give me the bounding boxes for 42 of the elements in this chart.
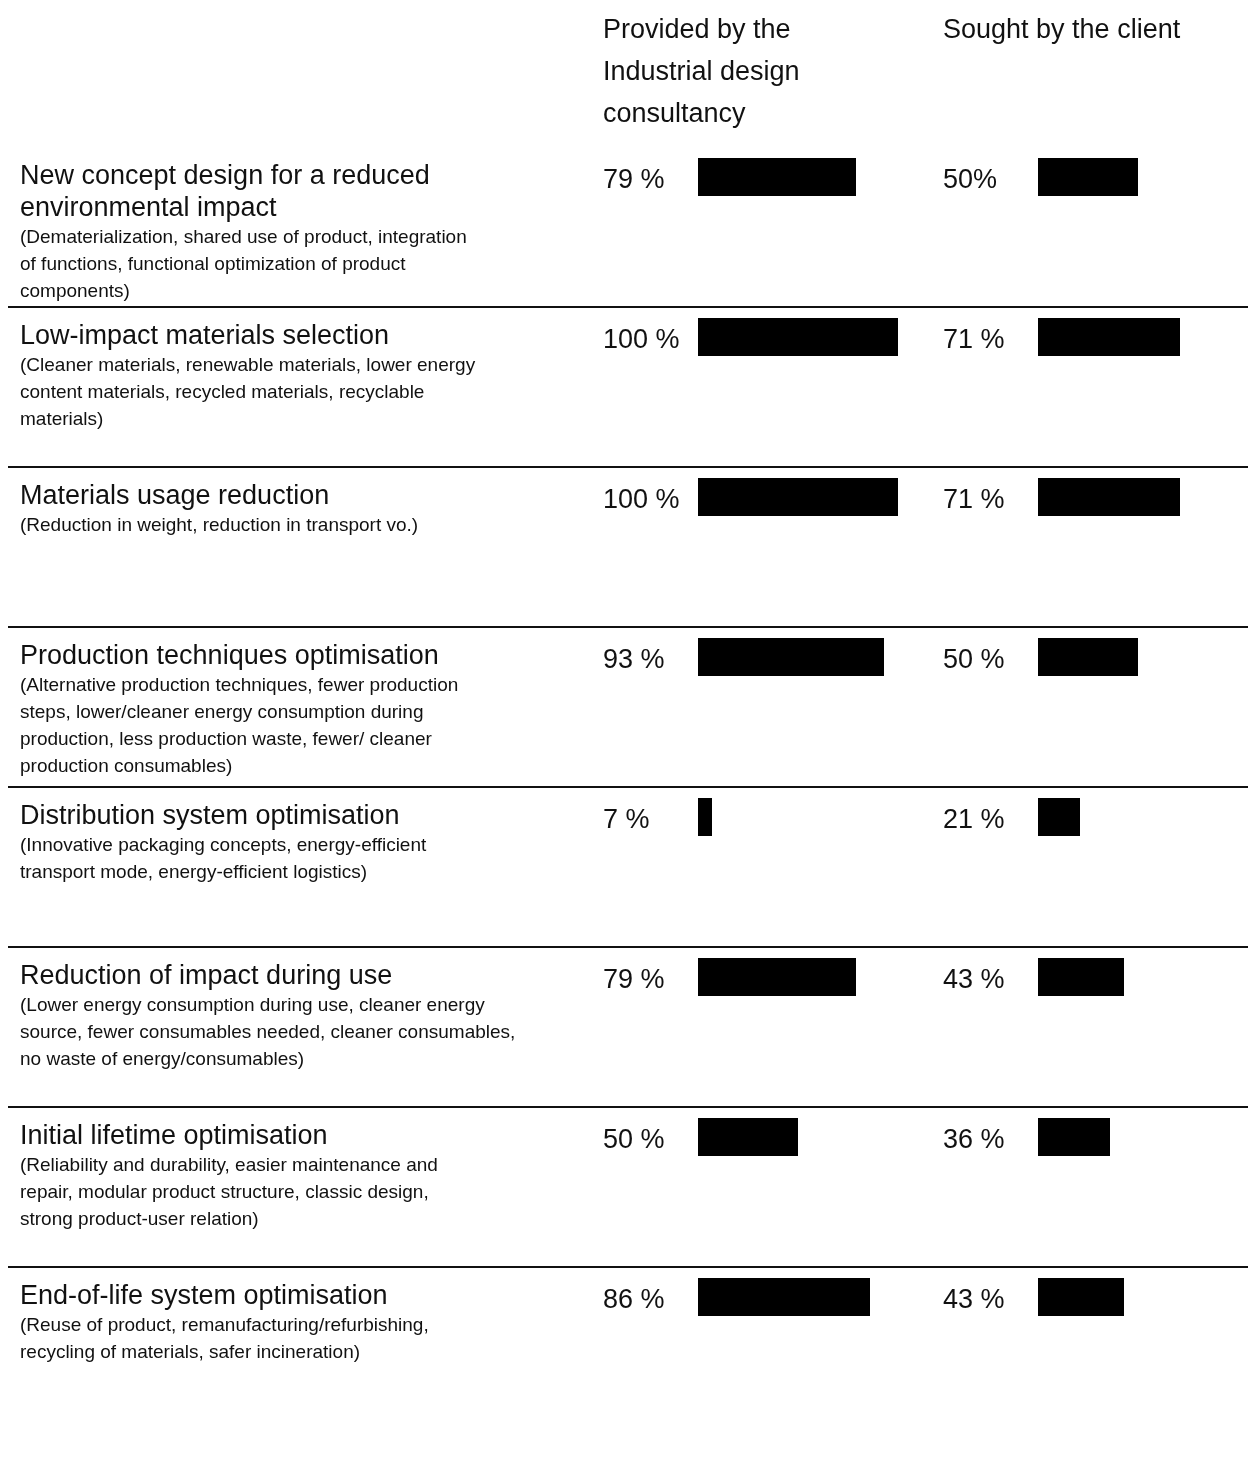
bar xyxy=(698,638,884,676)
data-label: 100 % xyxy=(603,484,680,514)
data-label: 43 % xyxy=(943,964,1005,994)
y-tick-label: Reduction of impact during use (Lower energy consumption during use, cleaner energy source, fewer consumables needed, cleaner consumables, no waste of energy/consumables) xyxy=(20,960,516,1069)
data-label: 7 % xyxy=(603,804,650,834)
bar xyxy=(1038,1278,1124,1316)
y-tick-label: New concept design for a reduced environmental impact (Dematerialization, shared use of product, integration of functions, functional optimization of product components) xyxy=(20,160,467,301)
chart-title: Sought by the client xyxy=(943,13,1182,46)
data-label: 50% xyxy=(943,164,998,194)
bar xyxy=(1038,158,1138,196)
bar xyxy=(698,958,856,996)
bar xyxy=(1038,318,1180,356)
data-label: 21 % xyxy=(943,804,1005,834)
bar xyxy=(698,478,898,516)
y-tick-label: Production techniques optimisation (Alternative production techniques, fewer production steps, lower/cleaner energy consumption during production, less production waste, fewer/ cleaner production consumables) xyxy=(20,640,459,776)
y-tick-label: Distribution system optimisation (Innovative packaging concepts, energy-efficient transport mode, energy-efficient logistics) xyxy=(20,800,427,882)
bar xyxy=(1038,958,1124,996)
data-label: 93 % xyxy=(603,644,665,674)
bar xyxy=(1038,798,1080,836)
data-label: 79 % xyxy=(603,164,665,194)
bar xyxy=(1038,478,1180,516)
y-tick-label: Low-impact materials selection (Cleaner materials, renewable materials, lower energy content materials, recycled materials, recyclable materials) xyxy=(20,320,476,429)
data-label: 71 % xyxy=(943,484,1005,514)
data-label: 71 % xyxy=(943,324,1005,354)
data-label: 36 % xyxy=(943,1124,1005,1154)
data-label: 79 % xyxy=(603,964,665,994)
data-label: 43 % xyxy=(943,1284,1005,1314)
y-tick-label: Initial lifetime optimisation (Reliability and durability, easier maintenance and repair, modular product structure, classic design, strong product-user relation) xyxy=(20,1120,438,1229)
data-label: 100 % xyxy=(603,324,680,354)
chart-title: Provided by the Industrial design consultancy xyxy=(603,13,801,130)
y-tick-label: Materials usage reduction (Reduction in weight, reduction in transport vo.) xyxy=(20,480,419,535)
data-label: 86 % xyxy=(603,1284,665,1314)
bar xyxy=(698,1118,798,1156)
data-label: 50 % xyxy=(603,1124,665,1154)
bar xyxy=(698,1278,870,1316)
y-tick-label: End-of-life system optimisation (Reuse of product, remanufacturing/refurbishing, recycling of materials, safer incineration) xyxy=(20,1280,429,1362)
data-label: 50 % xyxy=(943,644,1005,674)
bar xyxy=(1038,638,1138,676)
bar xyxy=(698,798,712,836)
bar xyxy=(1038,1118,1110,1156)
bar xyxy=(698,158,856,196)
bar xyxy=(698,318,898,356)
